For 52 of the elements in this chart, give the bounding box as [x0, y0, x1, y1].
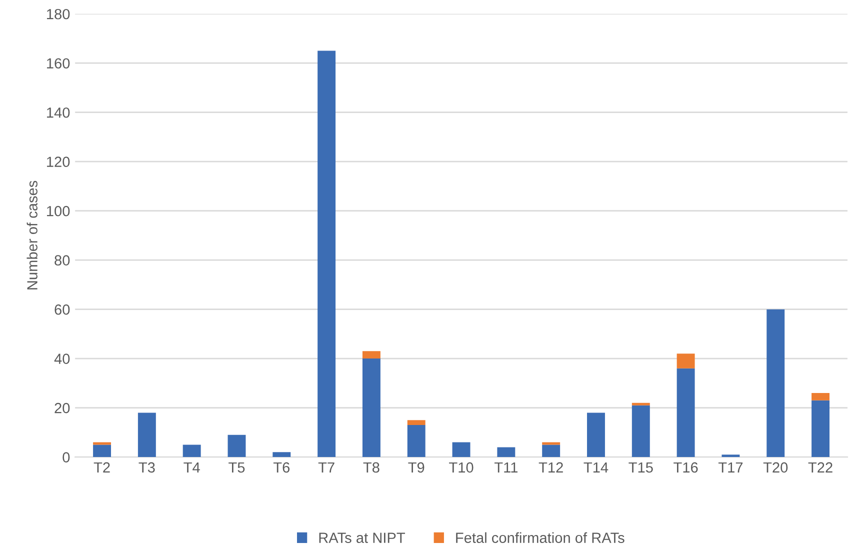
bar: [452, 442, 470, 458]
legend-label: RATs at NIPT: [319, 532, 406, 543]
x-tick-label: T17: [718, 462, 743, 472]
bar: [407, 425, 426, 458]
x-tick-label: T5: [228, 462, 245, 473]
x-tick-label: T10: [449, 462, 474, 473]
x-tick-label: T3: [138, 462, 155, 473]
y-tick-label: 0: [62, 452, 70, 462]
bar: [587, 412, 605, 458]
y-axis-title: Number of cases: [26, 180, 38, 290]
x-tick-label: T15: [628, 462, 653, 473]
bar: [138, 412, 156, 458]
x-tick-label: T4: [184, 462, 200, 472]
x-tick-label: T20: [763, 462, 788, 473]
bar: [362, 351, 380, 359]
bar: [93, 444, 112, 458]
y-tick-label: 140: [47, 107, 70, 118]
x-tick-label: T14: [584, 462, 608, 472]
x-tick-label: T7: [318, 462, 334, 472]
x-tick-label: T11: [494, 462, 518, 472]
y-tick-label: 160: [47, 58, 70, 69]
bar: [722, 454, 740, 458]
y-tick-label: 100: [47, 206, 70, 216]
x-tick-label: T8: [363, 462, 380, 473]
bar: [676, 368, 695, 458]
bar: [542, 444, 560, 458]
y-tick-label: 20: [54, 402, 70, 414]
x-tick-label: T12: [538, 462, 563, 472]
bar: [766, 309, 785, 458]
bar: [228, 434, 246, 458]
legend-label: Fetal confirmation of RATs: [456, 532, 624, 543]
y-tick-label: 60: [54, 304, 70, 315]
bar: [318, 50, 336, 458]
bar: [632, 405, 650, 458]
bar: [497, 447, 516, 458]
bar: [812, 400, 830, 458]
x-tick-label: T9: [408, 462, 424, 473]
bar: [182, 444, 201, 458]
y-tick-label: 180: [47, 8, 70, 20]
bar: [812, 393, 830, 400]
x-tick-label: T6: [273, 462, 290, 473]
y-tick-label: 40: [54, 354, 70, 364]
bar: [632, 402, 650, 406]
x-tick-label: T16: [674, 462, 698, 473]
bar: [676, 354, 695, 368]
y-tick-label: 80: [54, 255, 70, 266]
bar: [407, 420, 426, 426]
x-tick-label: T2: [94, 462, 110, 472]
x-tick-label: T22: [808, 462, 832, 472]
y-tick-label: 120: [47, 156, 70, 168]
bar: [362, 358, 380, 458]
bar: [272, 452, 291, 458]
